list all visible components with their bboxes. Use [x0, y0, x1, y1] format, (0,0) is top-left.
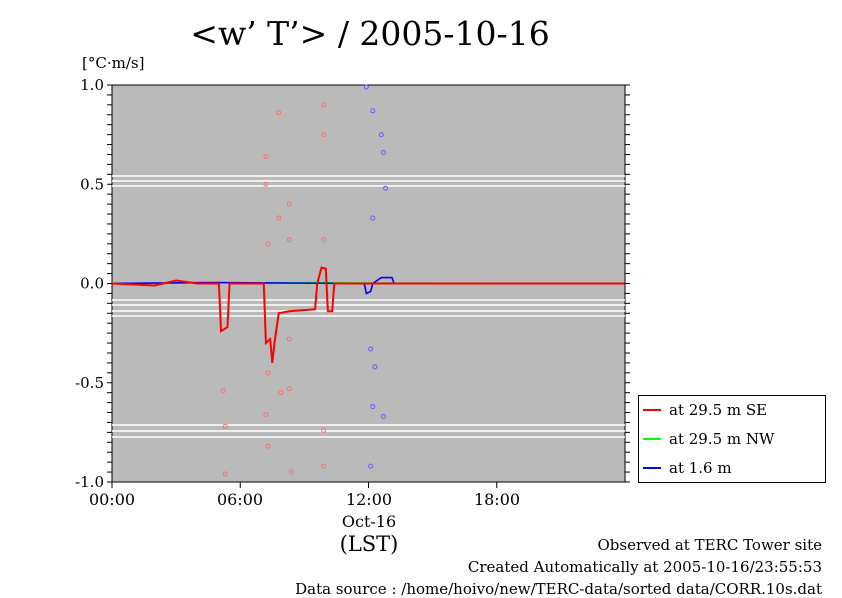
legend-label: at 29.5 m NW — [669, 430, 775, 448]
data-point — [380, 413, 386, 419]
data-point — [368, 346, 374, 352]
data-point — [321, 237, 327, 243]
data-point — [378, 132, 384, 138]
data-point — [372, 364, 378, 370]
data-point — [321, 102, 327, 108]
series-line-1 — [111, 266, 625, 364]
data-point — [380, 149, 386, 155]
data-point — [263, 181, 269, 187]
x-tick-label: 12:00 — [345, 490, 393, 509]
data-point — [368, 463, 374, 469]
y-tick-label: -0.5 — [75, 374, 104, 392]
data-point — [222, 423, 228, 429]
data-point — [220, 388, 226, 394]
legend-label: at 29.5 m SE — [669, 401, 768, 419]
data-point — [370, 108, 376, 114]
data-point — [276, 110, 282, 116]
data-point — [278, 390, 284, 396]
data-point — [286, 201, 292, 207]
x-tick-label: 00:00 — [88, 490, 136, 509]
data-point — [263, 412, 269, 418]
data-point — [286, 386, 292, 392]
data-point — [321, 427, 327, 433]
legend-swatch — [643, 409, 661, 411]
y-tick-label: 0.0 — [80, 275, 104, 293]
data-point — [321, 132, 327, 138]
chart-title: <w’ T’> / 2005-10-16 — [190, 14, 550, 53]
data-point — [286, 336, 292, 342]
footer-site: Observed at TERC Tower site — [597, 536, 822, 554]
data-point — [263, 153, 269, 159]
series-line-3 — [111, 276, 625, 295]
data-point — [265, 241, 271, 247]
x-tick-label: 06:00 — [216, 490, 264, 509]
footer-created: Created Automatically at 2005-10-16/23:5… — [467, 558, 822, 576]
y-axis-unit: [°C·m/s] — [82, 54, 145, 72]
legend-item: at 29.5 m NW — [643, 429, 774, 449]
data-point — [289, 469, 295, 475]
data-point — [222, 471, 228, 477]
legend-item: at 29.5 m SE — [643, 400, 767, 420]
data-point — [363, 84, 369, 90]
data-point — [321, 463, 327, 469]
data-point — [370, 404, 376, 410]
x-tick-label: 18:00 — [473, 490, 521, 509]
footer-source: Data source : /home/hoivo/new/TERC-data/… — [295, 580, 822, 598]
y-tick-label: 0.5 — [80, 175, 104, 193]
legend-swatch — [643, 438, 661, 440]
data-point — [265, 370, 271, 376]
x-date-label: Oct-16 — [341, 512, 397, 531]
y-tick-label: 1.0 — [80, 76, 104, 94]
x-axis-label: (LST) — [339, 532, 399, 556]
legend-label: at 1.6 m — [669, 459, 732, 477]
data-point — [286, 237, 292, 243]
data-point — [370, 215, 376, 221]
legend-item: at 1.6 m — [643, 458, 732, 478]
data-point — [276, 215, 282, 221]
data-point — [383, 185, 389, 191]
data-point — [265, 443, 271, 449]
y-tick-label: -1.0 — [75, 473, 104, 491]
legend-swatch — [643, 467, 661, 469]
legend: at 29.5 m SE at 29.5 m NW at 1.6 m — [638, 395, 826, 483]
